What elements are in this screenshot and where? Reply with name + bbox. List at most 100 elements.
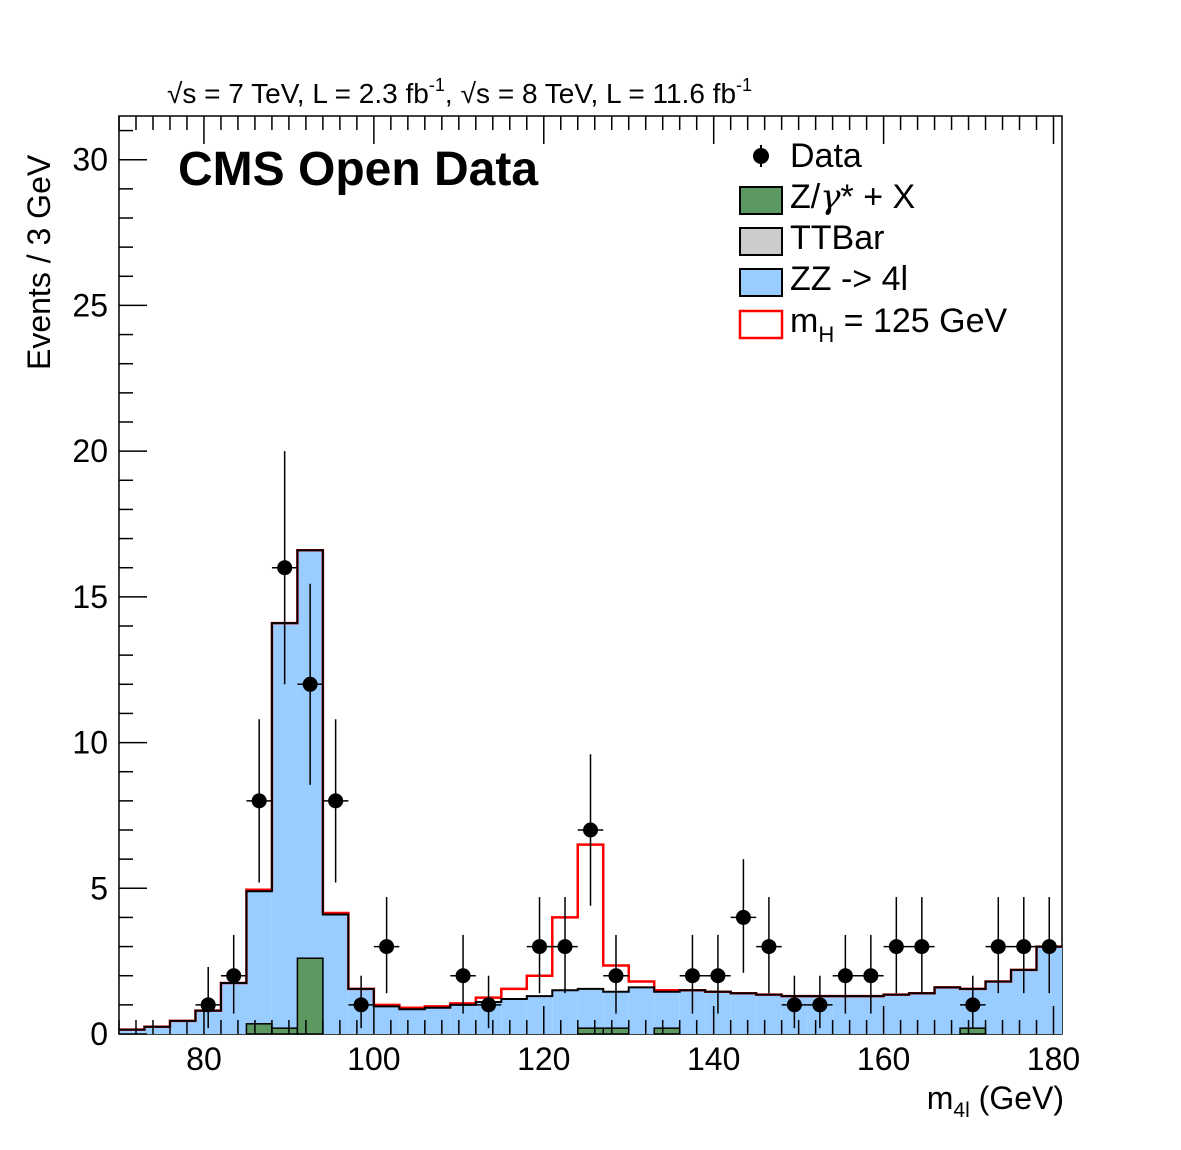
legend-swatch-zgamma [739, 186, 783, 215]
data-point [348, 975, 374, 1029]
data-marker [735, 909, 751, 925]
x-axis-title: m4l (GeV) [927, 1080, 1064, 1122]
stack-layer [119, 550, 1062, 1035]
legend-label-data: Data [790, 137, 862, 175]
data-marker [277, 560, 293, 576]
legend-swatch-higgs [738, 309, 784, 340]
legend-swatch-zz [739, 268, 783, 297]
zz-bar [934, 987, 961, 1034]
x-tick-label: 160 [857, 1041, 910, 1077]
legend-label-zgamma: Z/γ* + X [790, 177, 915, 217]
header-sup-2: -1 [736, 75, 752, 95]
zz-bar [526, 996, 553, 1034]
data-point [450, 934, 476, 1014]
data-point [373, 897, 400, 994]
zgamma-bar [602, 1027, 630, 1035]
zgamma-bar [577, 1027, 604, 1035]
data-point [679, 934, 706, 1014]
y-tick-label: 15 [72, 579, 108, 615]
data-point [577, 754, 604, 906]
zz-bar [501, 999, 527, 1034]
data-point [705, 934, 731, 1014]
data-point [883, 897, 910, 994]
x-tick-label: 140 [687, 1041, 740, 1077]
zz-bar [577, 988, 604, 1034]
y-tick-label: 5 [90, 870, 108, 906]
zz-bar [169, 1020, 196, 1034]
zz-bar [399, 1009, 425, 1034]
data-marker [379, 939, 395, 955]
data-marker [583, 822, 598, 838]
data-marker [965, 997, 981, 1013]
legend-label-ttbar: TTBar [790, 219, 884, 257]
data-marker [200, 997, 216, 1013]
data-marker [888, 939, 904, 955]
data-point [832, 934, 859, 1014]
header-sup-1: -1 [429, 75, 445, 95]
legend-entry-zz: ZZ -> 4l [739, 260, 908, 298]
zz-bar [756, 994, 782, 1034]
data-point [985, 897, 1012, 994]
zz-bar [271, 623, 298, 1034]
zz-bar [883, 994, 910, 1034]
y-axis-title: Events / 3 GeV [21, 154, 57, 370]
zgamma-bar [245, 1023, 273, 1035]
legend-entry-ttbar: TTBar [739, 219, 884, 257]
data-marker [786, 997, 802, 1013]
data-marker [251, 793, 267, 809]
data-point [246, 719, 272, 883]
data-marker [557, 939, 573, 955]
legend-swatch-ttbar [739, 227, 783, 256]
data-point [475, 975, 502, 1029]
data-point [807, 975, 833, 1029]
header-part-1: s = 7 TeV, L = 2.3 fb [182, 78, 429, 109]
legend-entry-higgs: mH = 125 GeV [738, 302, 1007, 347]
zz-bar [322, 914, 349, 1034]
zgamma-bar [271, 1027, 299, 1035]
y-tick-label: 20 [72, 433, 108, 469]
data-point [603, 934, 629, 1014]
data-point [552, 897, 578, 994]
x-tick-label: 80 [186, 1041, 222, 1077]
data-point [271, 451, 298, 685]
zz-bar [246, 891, 272, 1034]
data-marker [684, 968, 700, 984]
y-tick-label: 30 [72, 142, 108, 178]
legend-label-higgs: mH = 125 GeV [790, 302, 1007, 347]
zz-bar [373, 1006, 400, 1034]
legend-entry-zgamma: Z/γ* + X [739, 177, 915, 217]
data-marker [226, 968, 242, 984]
legend-label-zz: ZZ -> 4l [790, 260, 908, 298]
data-point [1011, 897, 1037, 994]
data-point [730, 859, 757, 973]
y-tick-label: 0 [90, 1016, 108, 1052]
data-marker [761, 939, 777, 955]
zz-stack-outline [119, 549, 1062, 1031]
zz-bar [552, 990, 578, 1034]
zgamma-bar [959, 1027, 987, 1035]
data-marker [863, 968, 879, 984]
sqrt-symbol-1: √ [167, 78, 183, 109]
legend-data-marker [753, 148, 769, 164]
data-marker [328, 793, 344, 809]
axis-layer: 80 100 120 140 160 180 0 5 10 15 20 25 30 [72, 116, 1080, 1077]
data-marker [481, 997, 497, 1013]
header-part-2: s = 8 TeV, L = 11.6 fb [476, 78, 736, 109]
data-marker [532, 939, 548, 955]
data-marker [914, 939, 930, 955]
data-marker [455, 968, 471, 984]
data-marker [710, 968, 726, 984]
zgamma-bar [653, 1027, 681, 1035]
data-marker [1041, 939, 1057, 955]
zz-bar [730, 993, 757, 1034]
zz-bar [119, 1029, 145, 1034]
cms-watermark: CMS Open Data [178, 143, 538, 196]
data-point [781, 975, 808, 1029]
data-marker [837, 968, 853, 984]
data-marker [608, 968, 624, 984]
data-point [322, 719, 349, 883]
data-point [220, 934, 247, 1014]
data-point [297, 583, 323, 785]
legend: Data Z/γ* + X TTBar ZZ -> 4l mH = 125 Ge… [738, 137, 1007, 347]
